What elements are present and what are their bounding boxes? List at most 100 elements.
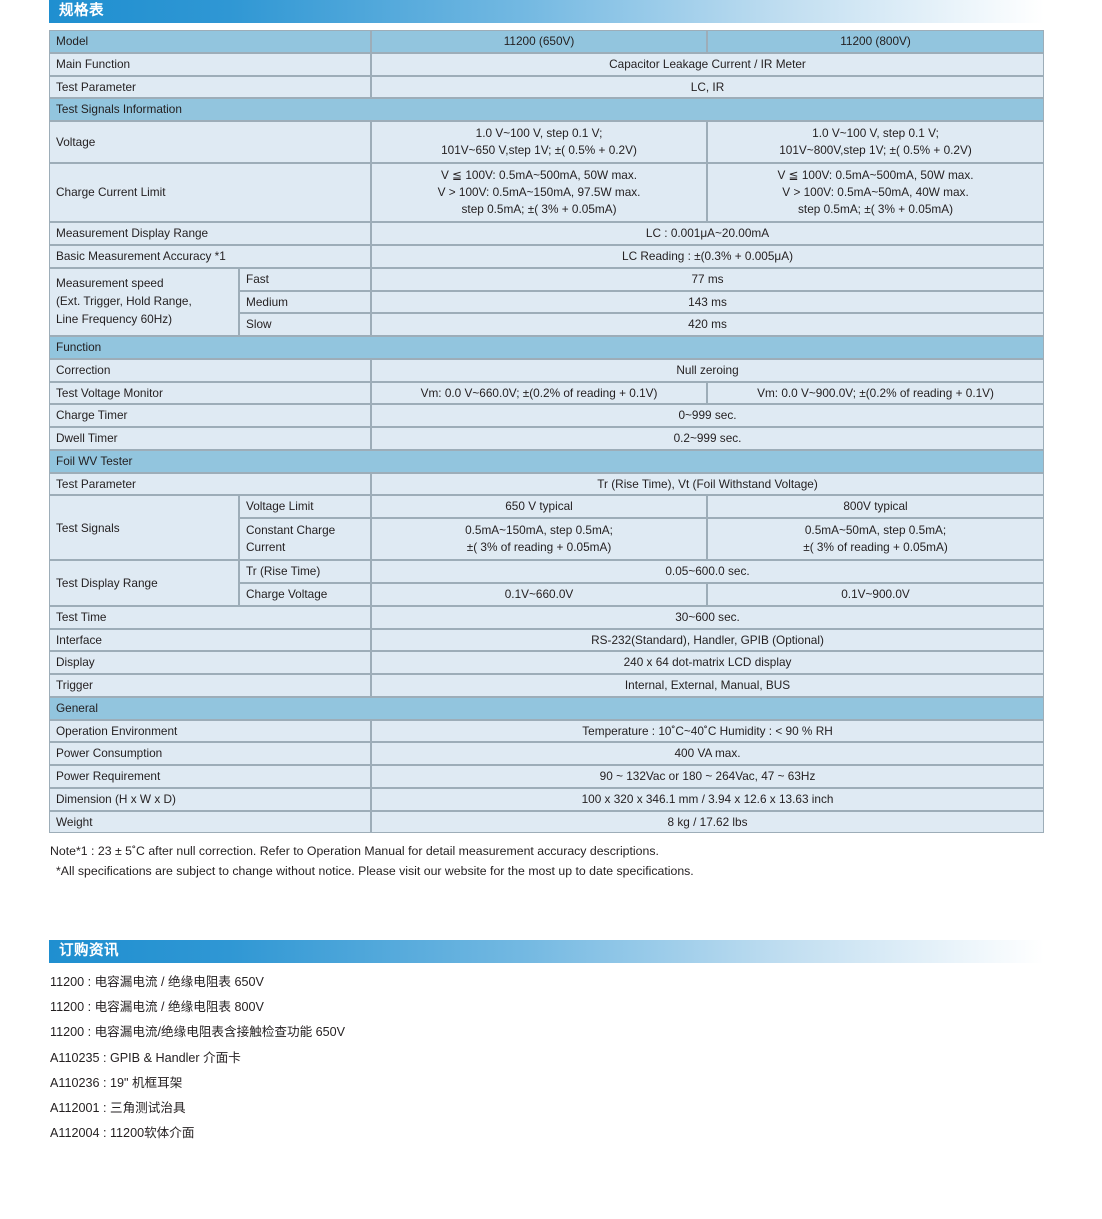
row-value-650v: Vm: 0.0 V~660.0V; ±(0.2% of reading + 0.… [371, 381, 708, 405]
row-value: Internal, External, Manual, BUS [371, 674, 1045, 697]
row-value-800v: 800V typical [707, 495, 1045, 519]
table-row: Test Signals Voltage Limit 650 V typical 80… [49, 495, 1045, 561]
table-row: Charge Timer 0~999 sec. [49, 404, 1045, 428]
table-row: Slow 420 ms [49, 313, 1045, 337]
table-row: Charge Current Limit V ≦ 100V: 0.5mA~500m… [49, 163, 1045, 223]
row-value: Tr (Rise Time), Vt (Foil Withstand Volta… [371, 472, 1045, 496]
ordering-item: 11200 : 电容漏电流/绝缘电阻表含接触检查功能 650V [50, 1025, 346, 1040]
table-row: Test Voltage Monitor Vm: 0.0 V~660.0V; ±(… [49, 381, 1045, 405]
row-value-650v: V ≦ 100V: 0.5mA~500mA, 50W max. V > 100V:… [371, 163, 708, 223]
ordering-item: A112001 : 三角测试治具 [50, 1100, 186, 1115]
ordering-section-banner: 订购资讯 [49, 940, 1044, 964]
section-header-row: Test Signals Information [49, 98, 1045, 121]
row-sub-label: Constant Charge Current [239, 518, 372, 561]
row-value: 240 x 64 dot-matrix LCD display [371, 651, 1045, 675]
ordering-item: A112004 : 11200软体介面 [50, 1125, 195, 1140]
row-label: Test Time [49, 605, 372, 629]
row-value: Capacitor Leakage Current / IR Meter [371, 52, 1045, 76]
table-row: Measurement Display Range LC : 0.001μA~20… [49, 222, 1045, 246]
table-row: Interface RS-232(Standard), Handler, GPIB… [49, 628, 1045, 652]
row-label: Correction [49, 358, 372, 382]
row-value-800v: V ≦ 100V: 0.5mA~500mA, 50W max. V > 100V:… [707, 163, 1045, 223]
row-value: 0~999 sec. [371, 404, 1045, 428]
row-value-800v: Vm: 0.0 V~900.0V; ±(0.2% of reading + 0.… [707, 381, 1045, 405]
ordering-section-title: 订购资讯 [59, 943, 119, 960]
table-row: Dwell Timer 0.2~999 sec. [49, 427, 1045, 450]
section-header-row: Foil WV Tester [49, 449, 1045, 473]
row-value: LC, IR [371, 75, 1045, 99]
row-value-650v: 1.0 V~100 V, step 0.1 V; 101V~650 V,step … [371, 121, 708, 164]
table-row: Operation Environment Temperature : 10˚C~… [49, 719, 1045, 743]
row-label: Operation Environment [49, 719, 372, 743]
specifications-table: Model 11200 (650V) 11200 (800V) Main Functi… [49, 30, 1045, 834]
row-label-group: Test Display Range [49, 560, 239, 606]
row-label: Display [49, 651, 372, 675]
row-sub-label: Voltage Limit [239, 495, 372, 519]
row-value-800v: 0.5mA~50mA, step 0.5mA; ±( 3% of reading … [707, 518, 1045, 561]
table-row: Test Time 30~600 sec. [49, 605, 1045, 629]
ordering-item: A110235 : GPIB & Handler 介面卡 [50, 1050, 241, 1065]
table-row: Basic Measurement Accuracy *1 LC Reading … [49, 245, 1045, 268]
column-header-650v: 11200 (650V) [371, 30, 708, 53]
table-row: Weight 8 kg / 17.62 lbs [49, 810, 1045, 834]
note-line: Note*1 : 23 ± 5˚C after null correction.… [50, 844, 659, 859]
row-value: 77 ms [371, 267, 1045, 291]
row-sub-label: Charge Voltage [239, 583, 372, 606]
row-label: Weight [49, 810, 372, 834]
row-value: 143 ms [371, 290, 1045, 314]
row-label: Main Function [49, 52, 372, 76]
row-label: Basic Measurement Accuracy *1 [49, 245, 372, 268]
row-label-group: Measurement speed (Ext. Trigger, Hold Ran… [49, 267, 239, 337]
row-value: Temperature : 10˚C~40˚C Humidity : < 90 … [371, 719, 1045, 743]
table-row: Test Parameter Tr (Rise Time), Vt (Foil W… [49, 472, 1045, 496]
ordering-item: 11200 : 电容漏电流 / 绝缘电阻表 800V [50, 1000, 264, 1015]
table-row: Voltage 1.0 V~100 V, step 0.1 V; 101V~650 … [49, 121, 1045, 164]
table-row: Measurement speed (Ext. Trigger, Hold Ran… [49, 267, 1045, 337]
row-label: Dimension (H x W x D) [49, 787, 372, 811]
table-row: Dimension (H x W x D) 100 x 320 x 346.1 m… [49, 787, 1045, 811]
row-label: Test Parameter [49, 472, 372, 496]
row-label: Power Requirement [49, 765, 372, 788]
row-label: Charge Timer [49, 404, 372, 428]
row-label: Test Voltage Monitor [49, 381, 372, 405]
section-header-row: Function [49, 336, 1045, 359]
section-header-row: General [49, 696, 1045, 720]
table-row: Test Display Range Tr (Rise Time) 0.05~600… [49, 560, 1045, 606]
ordering-item: A110236 : 19" 机框耳架 [50, 1075, 183, 1090]
table-row: Test Parameter LC, IR [49, 75, 1045, 99]
column-header-800v: 11200 (800V) [707, 30, 1045, 53]
row-value-650v: 0.1V~660.0V [371, 583, 708, 606]
table-row: Power Consumption 400 VA max. [49, 742, 1045, 766]
row-value: 8 kg / 17.62 lbs [371, 810, 1045, 834]
table-row: Correction Null zeroing [49, 358, 1045, 382]
table-row: Charge Voltage 0.1V~660.0V 0.1V~900.0V [49, 583, 1045, 606]
row-sub-label: Tr (Rise Time) [239, 560, 372, 584]
table-row: Power Requirement 90 ~ 132Vac or 180 ~ 26… [49, 765, 1045, 788]
table-row: Trigger Internal, External, Manual, BUS [49, 674, 1045, 697]
row-label-group: Test Signals [49, 495, 239, 561]
row-label: Dwell Timer [49, 427, 372, 450]
section-header-label: General [49, 696, 1045, 720]
row-value-650v: 0.5mA~150mA, step 0.5mA; ±( 3% of reading… [371, 518, 708, 561]
row-value-800v: 1.0 V~100 V, step 0.1 V; 101V~800V,step 1… [707, 121, 1045, 164]
spec-table-body: Model 11200 (650V) 11200 (800V) Main Functi… [49, 30, 1045, 834]
table-row: Model 11200 (650V) 11200 (800V) [49, 30, 1045, 53]
table-row: Constant Charge Current 0.5mA~150mA, step … [49, 518, 1045, 561]
table-row: Medium 143 ms [49, 290, 1045, 314]
row-label: Measurement Display Range [49, 222, 372, 246]
row-value: 0.2~999 sec. [371, 427, 1045, 450]
row-value-800v: 0.1V~900.0V [707, 583, 1045, 606]
row-label: Model [49, 30, 372, 53]
table-row: Main Function Capacitor Leakage Current /… [49, 52, 1045, 76]
row-value: 30~600 sec. [371, 605, 1045, 629]
spec-section-title: 规格表 [59, 3, 104, 20]
row-sub-label: Fast [239, 267, 372, 291]
ordering-item: 11200 : 电容漏电流 / 绝缘电阻表 650V [50, 975, 264, 990]
section-header-label: Foil WV Tester [49, 449, 1045, 473]
spec-section-banner: 规格表 [49, 0, 1044, 23]
section-header-label: Function [49, 336, 1045, 359]
row-sub-label: Medium [239, 290, 372, 314]
row-value: 420 ms [371, 313, 1045, 337]
row-value: LC : 0.001μA~20.00mA [371, 222, 1045, 246]
